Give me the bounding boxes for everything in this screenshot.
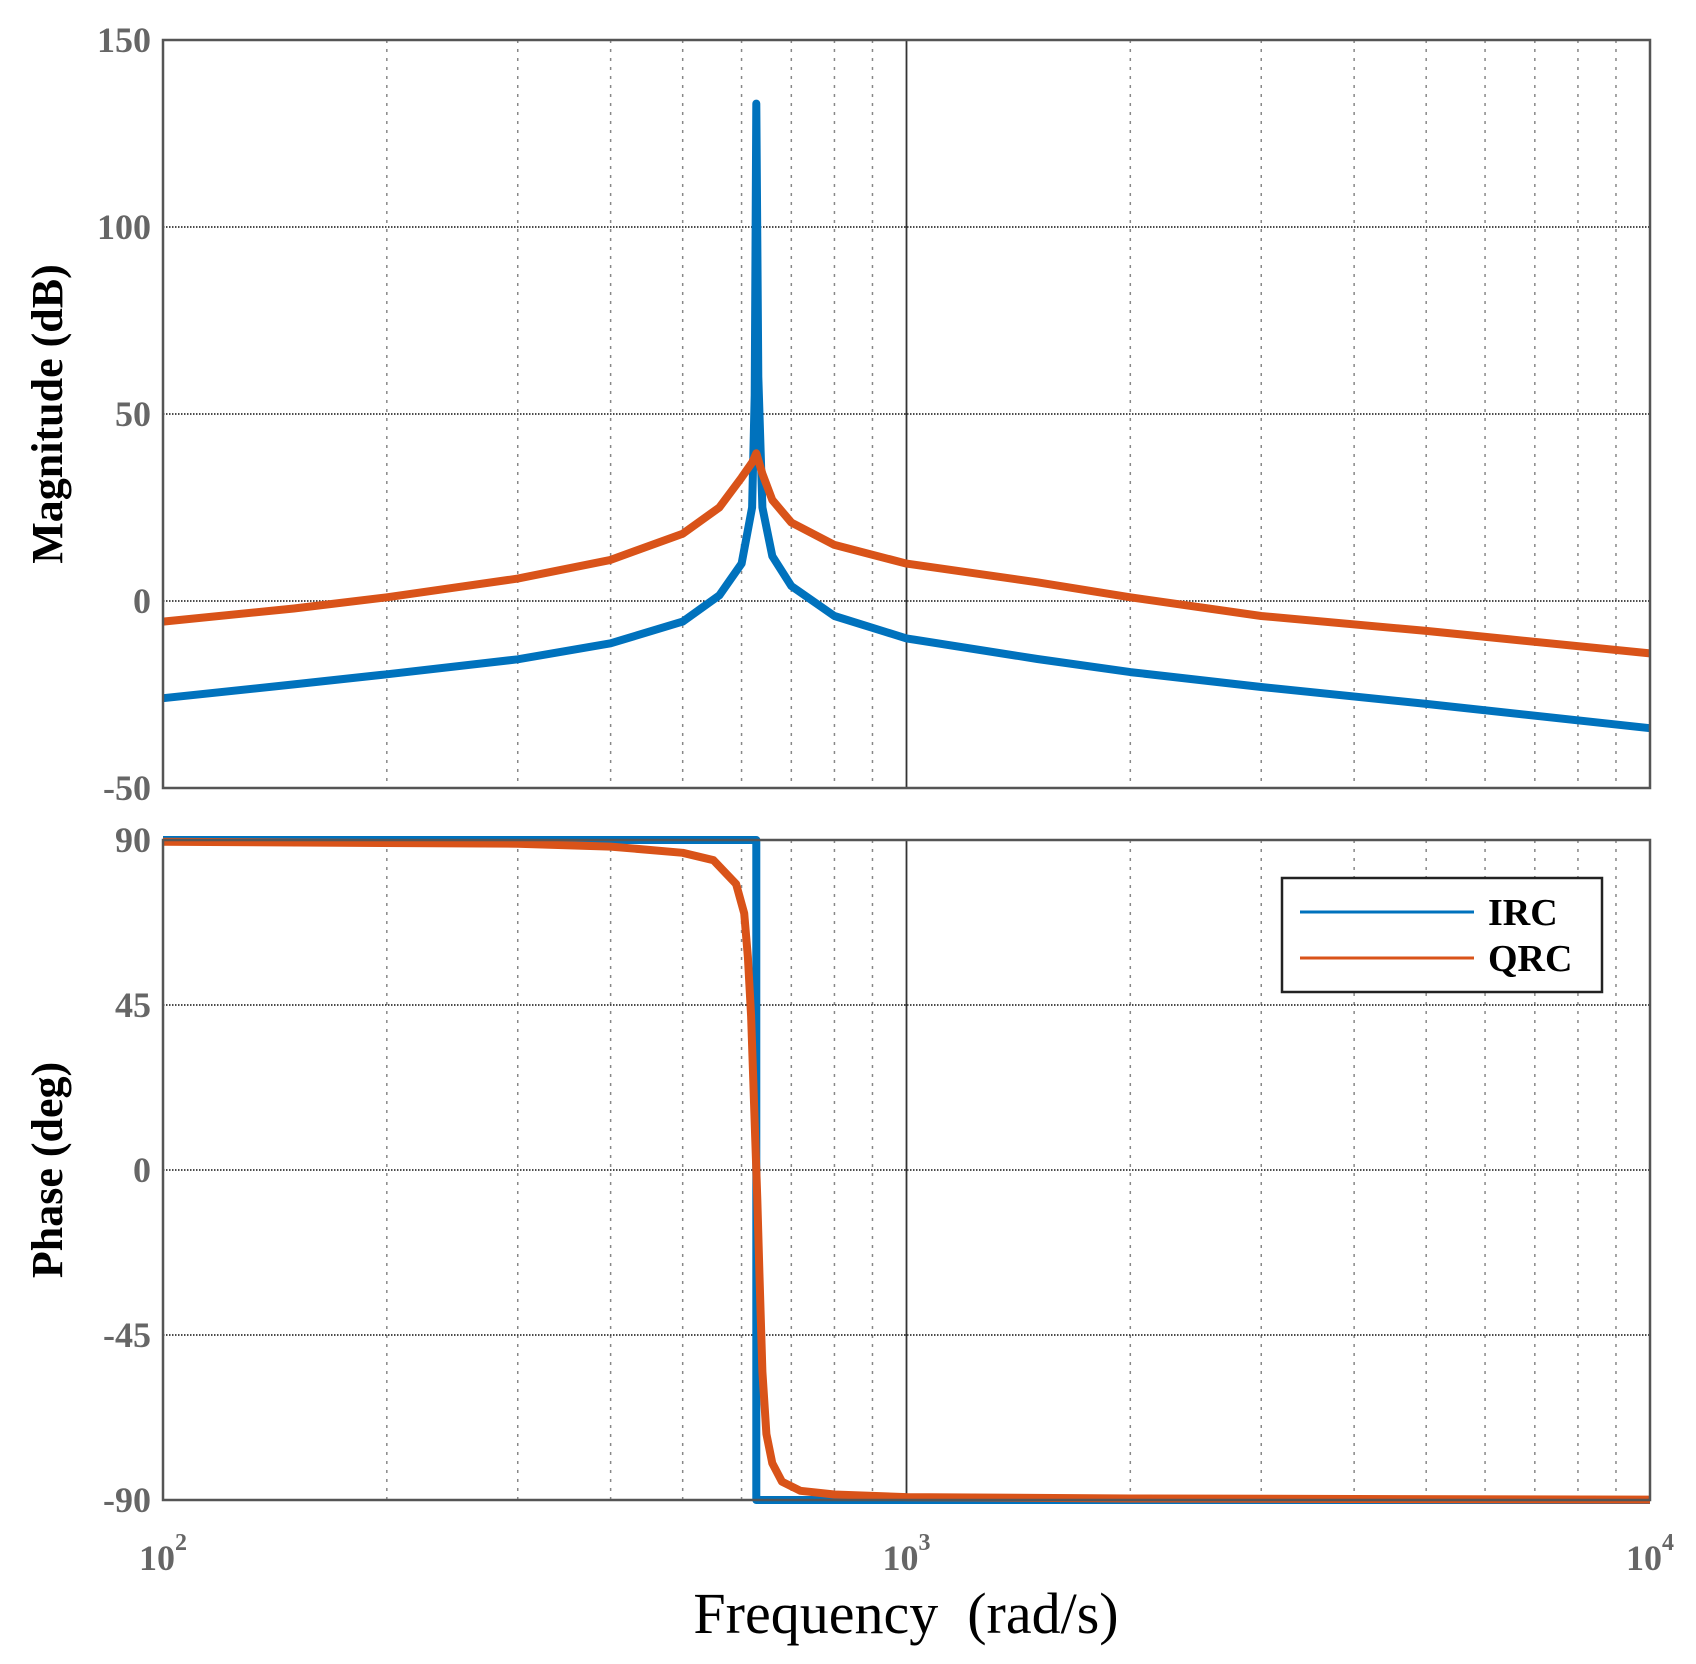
magnitude-y-tick-label: 100: [97, 207, 151, 247]
magnitude-y-tick-label: 50: [115, 394, 151, 434]
x-tick-label: 104: [1626, 1530, 1674, 1578]
legend-box: [1280, 876, 1604, 994]
legend-label-irc: IRC: [1488, 892, 1558, 934]
x-tick-label: 102: [139, 1530, 187, 1578]
magnitude-y-tick-label: -50: [103, 768, 151, 808]
legend: IRC QRC: [1280, 876, 1604, 994]
phase-y-tick-label: -45: [103, 1315, 151, 1355]
phase-y-axis-label: Phase (deg): [23, 1062, 72, 1278]
phase-y-tick-label: -90: [103, 1480, 151, 1520]
magnitude-y-tick-label: 0: [133, 581, 151, 621]
phase-axes-box: [161, 838, 1652, 1502]
magnitude-grid: [163, 40, 1650, 788]
magnitude-y-axis-label: Magnitude (dB): [23, 264, 72, 563]
x-tick-label: 103: [883, 1530, 931, 1578]
phase-y-tick-label: 0: [133, 1150, 151, 1190]
legend-label-qrc: QRC: [1488, 938, 1572, 980]
phase-y-tick-label: 90: [115, 820, 151, 860]
magnitude-panel: 150 100 50 0 -50 Magnitude (dB): [23, 20, 1652, 808]
phase-panel: 90 45 0 -45 -90 102 103 104 Phase (deg) Freque…: [23, 820, 1674, 1646]
magnitude-series-qrc: [162, 449, 1651, 658]
x-axis-label: Frequency (rad/s): [693, 1581, 1118, 1646]
magnitude-y-ticks: 150 100 50 0 -50: [97, 20, 151, 808]
phase-y-tick-label: 45: [115, 985, 151, 1025]
x-axis-ticks: 102 103 104: [139, 1530, 1674, 1578]
magnitude-y-tick-label: 150: [97, 20, 151, 60]
magnitude-axes-box: [161, 38, 1652, 790]
phase-y-ticks: 90 45 0 -45 -90: [103, 820, 151, 1520]
phase-series-qrc: [162, 837, 1651, 1504]
magnitude-series-irc: [162, 99, 1651, 733]
magnitude-series: [162, 99, 1651, 733]
